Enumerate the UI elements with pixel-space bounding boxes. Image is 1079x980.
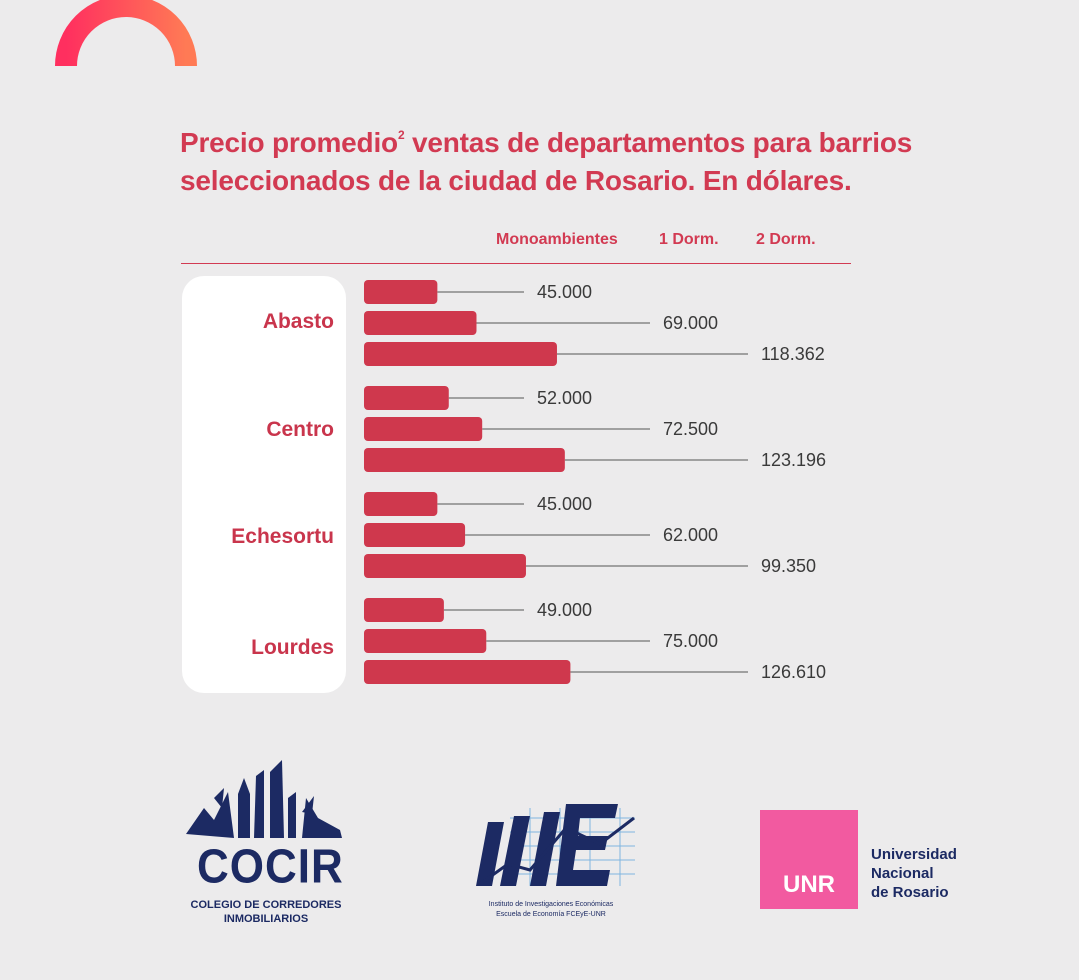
title-footnote-mark: 2 [397, 128, 405, 142]
title-line1-a: Precio promedio [180, 127, 398, 158]
cocir-logo-subtitle: COLEGIO DE CORREDORES INMOBILIARIOS [188, 898, 344, 926]
category-label-abasto: Abasto [262, 310, 334, 333]
data-label-echesortu-mono: 45.000 [537, 494, 592, 514]
unr-logo-box: UNR [760, 810, 858, 909]
decorative-arc [55, 0, 197, 67]
bar-echesortu-mono [364, 492, 438, 516]
category-label-echesortu: Echesortu [231, 525, 334, 548]
bar-lourdes-mono [364, 598, 444, 622]
bar-centro-mono [364, 386, 449, 410]
data-label-centro-1-dorm: 72.500 [663, 419, 718, 439]
iie-logo-subtitle: Instituto de Investigaciones Económicas … [463, 900, 639, 920]
unr-logo-abbr: UNR [783, 871, 835, 898]
cocir-logo-emblem [186, 760, 342, 838]
bar-abasto-mono [364, 280, 438, 304]
legend-monoambientes: Monoambientes [496, 231, 618, 248]
header-divider [181, 263, 851, 264]
title-line2: seleccionados de la ciudad de Rosario. E… [180, 165, 852, 196]
cocir-logo-name: COCIR [197, 839, 344, 894]
bar-centro-2-dorm [364, 448, 565, 472]
bar-centro-1-dorm [364, 417, 483, 441]
iie-logo-emblem [476, 804, 635, 886]
data-label-abasto-2-dorm: 118.362 [761, 344, 825, 364]
iie-subtitle-line2: Escuela de Economía FCEyE-UNR [496, 911, 606, 918]
iie-subtitle-line1: Instituto de Investigaciones Económicas [488, 901, 614, 908]
data-label-centro-2-dorm: 123.196 [761, 450, 826, 470]
bar-lourdes-2-dorm [364, 660, 571, 684]
category-panel [182, 276, 346, 693]
cocir-subtitle-line1: COLEGIO DE CORREDORES [190, 899, 342, 911]
bar-abasto-1-dorm [364, 311, 477, 335]
category-label-centro: Centro [266, 418, 334, 441]
data-label-centro-mono: 52.000 [537, 388, 592, 408]
data-label-abasto-mono: 45.000 [537, 282, 592, 302]
unr-name-line1: Universidad [871, 846, 957, 863]
data-label-abasto-1-dorm: 69.000 [663, 313, 718, 333]
unr-name-line3: de Rosario [871, 884, 949, 901]
data-label-echesortu-1-dorm: 62.000 [663, 525, 718, 545]
unr-name-line2: Nacional [871, 865, 934, 882]
cocir-subtitle-line2: INMOBILIARIOS [223, 913, 309, 925]
data-label-lourdes-2-dorm: 126.610 [761, 662, 826, 682]
legend-1-dorm: 1 Dorm. [659, 231, 719, 248]
data-label-lourdes-1-dorm: 75.000 [663, 631, 718, 651]
chart-title: Precio promedio2 ventas de departamentos… [180, 124, 1000, 200]
unr-logo-name: Universidad Nacional de Rosario [871, 845, 957, 902]
data-label-lourdes-mono: 49.000 [537, 600, 592, 620]
bar-echesortu-2-dorm [364, 554, 526, 578]
legend-2-dorm: 2 Dorm. [756, 231, 816, 248]
bar-echesortu-1-dorm [364, 523, 466, 547]
data-label-echesortu-2-dorm: 99.350 [761, 556, 816, 576]
category-label-lourdes: Lourdes [251, 636, 334, 659]
bar-lourdes-1-dorm [364, 629, 487, 653]
bar-abasto-2-dorm [364, 342, 557, 366]
title-line1-b: ventas de departamentos para barrios [404, 127, 913, 158]
